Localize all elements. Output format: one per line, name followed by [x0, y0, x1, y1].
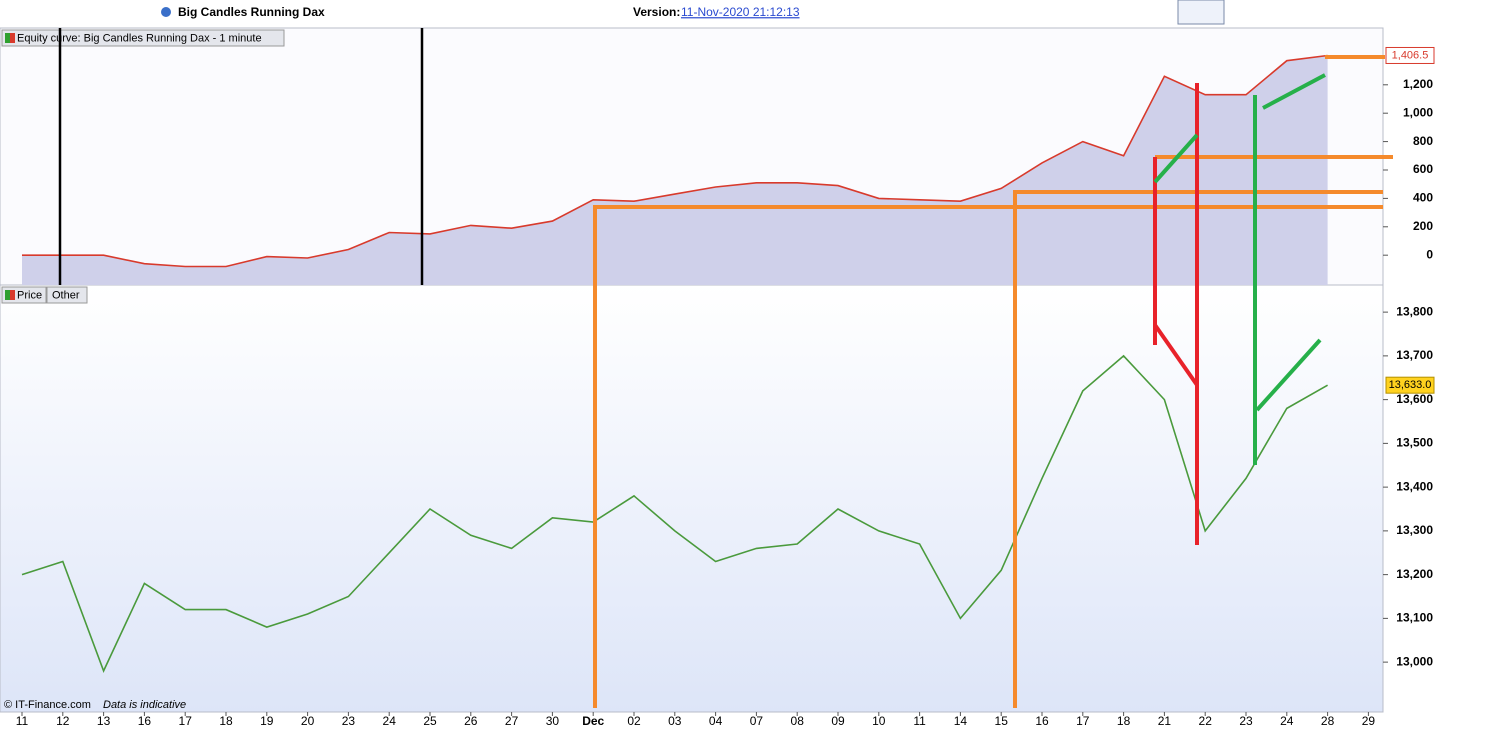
y-tick-label: 1,000 — [1403, 105, 1433, 119]
line — [21, 354, 1328, 673]
legend-icon — [10, 33, 15, 43]
x-tick-label: 17 — [179, 714, 193, 728]
legend-icon — [5, 33, 10, 43]
other-legend-text: Other — [52, 289, 80, 301]
legend-icon — [10, 290, 15, 300]
x-tick-label: 18 — [219, 714, 233, 728]
equity-legend[interactable] — [1, 29, 285, 47]
x-tick-label: 18 — [1117, 714, 1131, 728]
copyright: © IT-Finance.com — [4, 699, 91, 711]
x-tick-label: 24 — [1280, 714, 1294, 728]
y-tick-label: 13,800 — [1396, 304, 1433, 318]
x-tick-label: 25 — [423, 714, 437, 728]
data-note: Data is indicative — [103, 699, 186, 711]
x-tick-label: 02 — [627, 714, 641, 728]
annotation-line — [1153, 133, 1199, 184]
y-tick-label: 400 — [1413, 191, 1433, 205]
x-tick-label: 11 — [913, 714, 926, 728]
y-tick-label: 1,200 — [1403, 77, 1433, 91]
last-value-tag — [1385, 376, 1435, 394]
y-tick-label: 13,600 — [1396, 392, 1433, 406]
x-tick-label: 13 — [97, 714, 111, 728]
last-value-tag — [1385, 46, 1435, 64]
x-tick-label: 23 — [1239, 714, 1253, 728]
x-tick-label: 27 — [505, 714, 519, 728]
x-tick-label: 17 — [1076, 714, 1090, 728]
y-tick-label: 13,700 — [1396, 348, 1433, 362]
legend-icon — [5, 290, 10, 300]
y-tick-label: 13,200 — [1396, 567, 1433, 581]
x-tick-label: 20 — [301, 714, 315, 728]
y-tick-label: 13,400 — [1396, 479, 1433, 493]
x-tick-label: 19 — [260, 714, 274, 728]
equity-area — [22, 55, 1328, 285]
annotation-line — [1262, 73, 1326, 110]
x-tick-label: 29 — [1362, 714, 1376, 728]
x-tick-label: 10 — [872, 714, 886, 728]
y-tick-label: 200 — [1413, 219, 1433, 233]
x-tick-label: 09 — [831, 714, 845, 728]
x-tick-label: 23 — [342, 714, 356, 728]
app-title: Big Candles Running Dax — [178, 5, 325, 19]
report-icon[interactable] — [1177, 0, 1225, 25]
annotation-line — [1153, 323, 1199, 387]
annotation-line — [1013, 190, 1383, 708]
x-tick-label: 15 — [995, 714, 1009, 728]
equity-legend-text: Equity curve: Big Candles Running Dax - … — [17, 32, 262, 44]
x-tick-label: 30 — [546, 714, 560, 728]
x-tick-label: Dec — [582, 714, 604, 728]
y-tick-label: 800 — [1413, 134, 1433, 148]
version-label: Version: — [633, 5, 680, 19]
x-tick-label: 12 — [56, 714, 70, 728]
version-link[interactable]: 11-Nov-2020 21:12:13 — [681, 5, 800, 19]
x-tick-label: 07 — [750, 714, 764, 728]
y-tick-label: 600 — [1413, 162, 1433, 176]
annotation-line — [593, 205, 1383, 708]
x-tick-label: 26 — [464, 714, 478, 728]
x-tick-label: 11 — [16, 714, 29, 728]
x-tick-label: 16 — [1035, 714, 1049, 728]
y-tick-label: 0 — [1426, 247, 1433, 261]
x-tick-label: 08 — [791, 714, 805, 728]
x-tick-label: 16 — [138, 714, 152, 728]
x-tick-label: 22 — [1199, 714, 1213, 728]
x-tick-label: 14 — [954, 714, 968, 728]
x-tick-label: 03 — [668, 714, 682, 728]
last-value-label: 13,633.0 — [1389, 379, 1432, 391]
price-legend-text: Price — [17, 289, 42, 301]
price-panel — [0, 284, 1384, 713]
y-tick-label: 13,500 — [1396, 436, 1433, 450]
last-value-label: 1,406.5 — [1392, 49, 1429, 61]
x-tick-label: 28 — [1321, 714, 1335, 728]
other-legend[interactable] — [46, 286, 88, 304]
y-tick-label: 13,100 — [1396, 611, 1433, 625]
annotation-line — [1255, 338, 1322, 412]
x-tick-label: 21 — [1158, 714, 1172, 728]
y-tick-label: 13,300 — [1396, 523, 1433, 537]
y-tick-label: 13,000 — [1396, 654, 1433, 668]
annotations — [58, 28, 1393, 708]
settings-icon[interactable] — [161, 7, 171, 17]
x-tick-label: 24 — [383, 714, 397, 728]
line — [22, 54, 1328, 268]
x-tick-label: 04 — [709, 714, 723, 728]
